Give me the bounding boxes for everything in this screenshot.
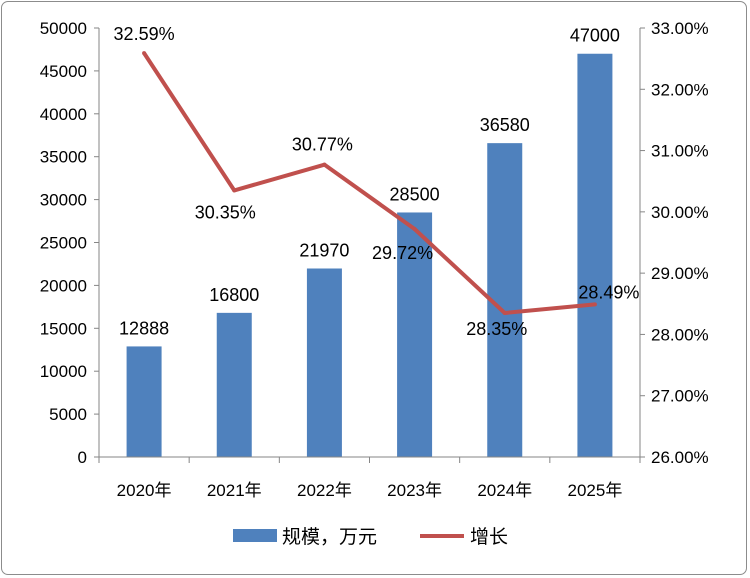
y-right-tick-label-7: 33.00% — [651, 19, 709, 38]
x-tick-label-3: 2023年 — [387, 481, 442, 500]
bar-2 — [306, 268, 342, 457]
y-left-tick-label-10: 50000 — [40, 19, 87, 38]
y-left-tick-label-4: 20000 — [40, 276, 87, 295]
growth-point-0 — [142, 51, 147, 56]
y-right-tick-label-5: 31.00% — [651, 142, 709, 161]
data-labels-group: 12888 16800 21970 28500 36580 47000 32.59% 30.3… — [114, 24, 640, 339]
y-right-tick-label-3: 29.00% — [651, 264, 709, 283]
bar-value-label-1: 16800 — [209, 285, 259, 305]
x-tick-label-5: 2025年 — [568, 481, 623, 500]
bar-value-label-3: 28500 — [390, 184, 440, 204]
y-right-tick-label-6: 32.00% — [651, 80, 709, 99]
growth-point-2 — [322, 162, 327, 167]
bar-series-group — [126, 53, 613, 458]
bar-value-label-5: 47000 — [570, 26, 620, 46]
x-tick-label-1: 2021年 — [207, 481, 262, 500]
y-left-tick-label-1: 5000 — [49, 405, 87, 424]
bar-5 — [577, 53, 613, 458]
y-left-tick-label-9: 45000 — [40, 62, 87, 81]
y-left-tick-label-8: 40000 — [40, 105, 87, 124]
bar-value-label-0: 12888 — [119, 318, 169, 338]
line-series-group — [142, 51, 597, 315]
y-left-tick-label-2: 10000 — [40, 362, 87, 381]
growth-value-label-0: 32.59% — [114, 24, 175, 44]
growth-value-label-4: 28.35% — [466, 319, 527, 339]
growth-point-3 — [412, 227, 417, 232]
y-right-tick-label-4: 30.00% — [651, 203, 709, 222]
y-left-tick-label-7: 35000 — [40, 148, 87, 167]
y-right-tick-label-0: 26.00% — [651, 448, 709, 467]
x-tick-label-4: 2024年 — [477, 481, 532, 500]
axes-group: 0 5000 10000 15000 20000 25000 30000 35000 40000… — [40, 19, 709, 500]
bar-3 — [397, 212, 433, 457]
growth-point-4 — [502, 310, 507, 315]
growth-value-label-5: 28.49% — [578, 282, 639, 302]
legend: 规模，万元 增长 — [233, 526, 508, 548]
growth-value-label-1: 30.35% — [195, 202, 256, 222]
y-left-tick-label-3: 15000 — [40, 319, 87, 338]
legend-label-bar: 规模，万元 — [282, 526, 377, 548]
legend-label-line: 增长 — [470, 526, 508, 548]
growth-value-label-2: 30.77% — [292, 135, 353, 155]
bar-1 — [216, 312, 252, 457]
legend-swatch-bar — [233, 529, 277, 542]
bar-value-label-2: 21970 — [299, 240, 349, 260]
y-left-tick-label-0: 0 — [78, 448, 87, 467]
growth-line — [142, 52, 596, 315]
growth-point-5 — [592, 302, 597, 307]
growth-point-1 — [232, 188, 237, 193]
y-left-tick-label-6: 30000 — [40, 191, 87, 210]
x-tick-label-2: 2022年 — [297, 481, 352, 500]
growth-value-label-3: 29.72% — [372, 243, 433, 263]
bar-0 — [126, 346, 162, 457]
y-left-tick-label-5: 25000 — [40, 234, 87, 253]
y-right-tick-label-2: 28.00% — [651, 325, 709, 344]
bar-value-label-4: 36580 — [480, 115, 530, 135]
x-tick-label-0: 2020年 — [117, 481, 172, 500]
y-right-tick-label-1: 27.00% — [651, 387, 709, 406]
